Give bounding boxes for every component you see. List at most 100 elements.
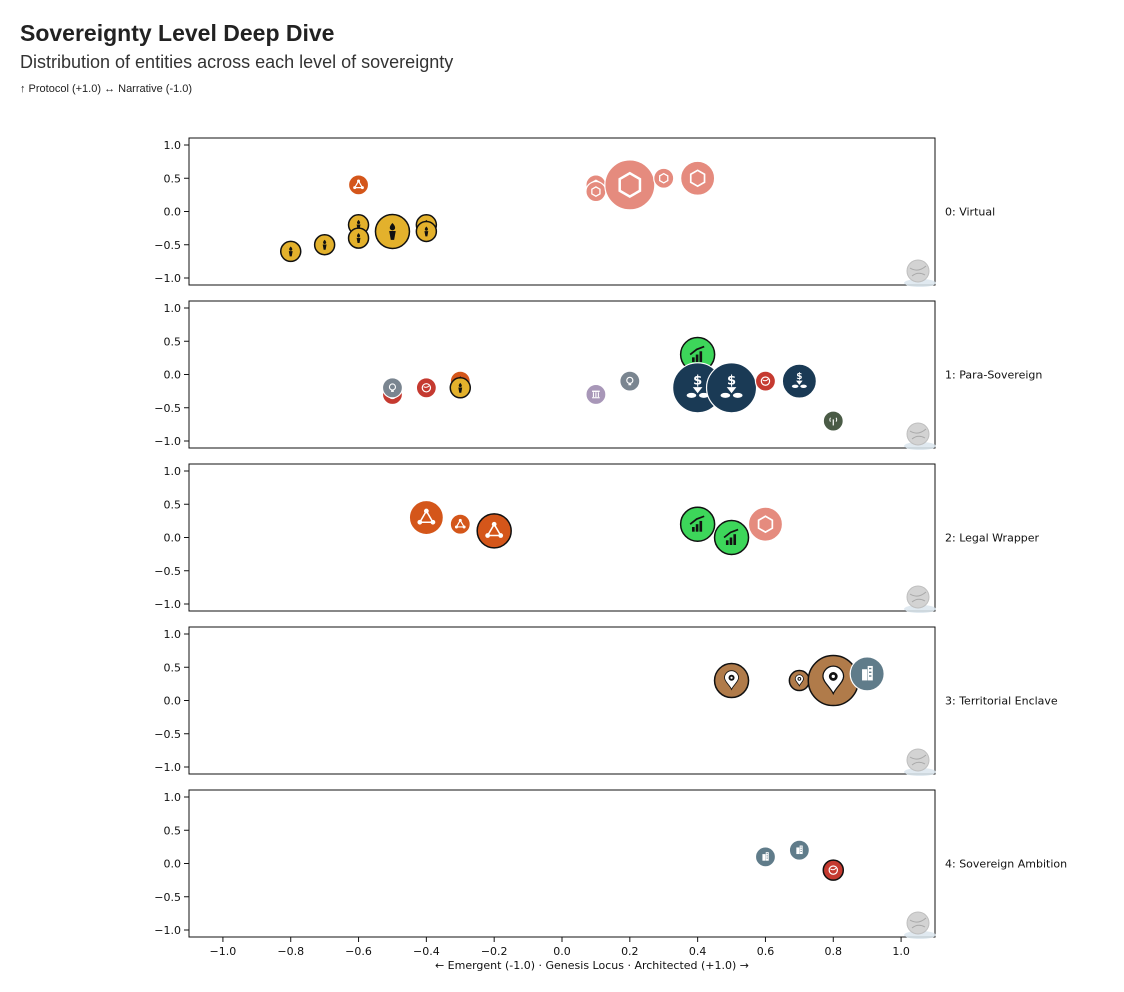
chart-subtitle: Distribution of entities across each lev…: [20, 52, 454, 72]
data-point[interactable]: [849, 656, 885, 692]
location-gear-icon: [822, 665, 845, 696]
data-point[interactable]: [415, 377, 437, 399]
y-tick-label: 1.0: [164, 465, 182, 478]
globe-icon: [760, 376, 771, 386]
lightbulb-icon: [626, 376, 634, 386]
building-icon: [762, 852, 769, 861]
y-tick-label: 1.0: [164, 139, 182, 152]
facet-frame: [188, 789, 936, 938]
data-point[interactable]: [807, 654, 860, 707]
data-point[interactable]: [476, 513, 512, 549]
data-point[interactable]: [619, 370, 641, 392]
data-point[interactable]: [747, 506, 784, 542]
data-point[interactable]: [374, 213, 411, 250]
data-point[interactable]: [347, 174, 370, 196]
torch-icon: [424, 226, 429, 237]
network-icon: [454, 518, 466, 529]
x-tick-label: −0.2: [481, 945, 508, 958]
data-point[interactable]: [449, 513, 471, 535]
svg-text:$: $: [693, 373, 702, 388]
data-point-marker[interactable]: [381, 377, 404, 399]
data-point[interactable]: $: [705, 362, 758, 414]
data-point[interactable]: [680, 160, 716, 196]
data-point[interactable]: [713, 662, 750, 699]
data-point[interactable]: [822, 859, 845, 881]
x-tick-label: 0.8: [825, 945, 843, 958]
facet-label: 1: Para-Sovereign: [945, 369, 1042, 382]
location-gear-icon: [724, 670, 739, 691]
money-plant-icon: $: [791, 372, 807, 388]
y-tick-label: 0.5: [164, 172, 182, 185]
growth-chart-icon: [689, 345, 705, 363]
antenna-icon: [829, 417, 838, 426]
y-tick-label: −0.5: [154, 402, 181, 415]
y-tick-label: 0.5: [164, 824, 182, 837]
data-point-marker[interactable]: [476, 513, 512, 549]
data-point[interactable]: [754, 846, 777, 868]
data-point[interactable]: [347, 227, 370, 249]
torch-icon: [322, 239, 327, 250]
network-icon: [485, 521, 504, 538]
data-point-marker[interactable]: [585, 180, 607, 203]
facet-label: 2: Legal Wrapper: [945, 532, 1040, 545]
y-tick-label: −1.0: [154, 761, 181, 774]
data-point-marker[interactable]: [619, 370, 641, 392]
y-tick-label: 1.0: [164, 791, 182, 804]
data-point[interactable]: [585, 180, 607, 203]
torch-icon: [356, 233, 361, 244]
x-tick-label: 0.0: [553, 945, 571, 958]
data-point-marker[interactable]: [449, 513, 471, 535]
torch-icon: [389, 223, 396, 240]
y-tick-label: 1.0: [164, 628, 182, 641]
data-point[interactable]: [679, 506, 716, 542]
x-tick-label: 0.4: [689, 945, 707, 958]
hexagon-icon: [757, 515, 774, 534]
network-icon: [417, 508, 436, 525]
data-point[interactable]: [822, 410, 844, 432]
data-point[interactable]: [408, 499, 444, 536]
y-tick-label: −0.5: [154, 728, 181, 741]
y-tick-label: 0.0: [164, 369, 182, 382]
x-tick-label: −0.8: [277, 945, 304, 958]
building-icon: [862, 665, 873, 681]
x-axis: −1.0 −0.8 −0.6 −0.4 −0.2 0.0 0.2 0.4 0.6 0.8 1.0 ← …: [210, 937, 910, 972]
y-axis-note: ↑ Protocol (+1.0) ↔ Narrative (-1.0): [20, 83, 193, 95]
y-tick-label: −1.0: [154, 272, 181, 285]
data-point[interactable]: [449, 377, 472, 399]
data-point[interactable]: [754, 370, 777, 392]
data-point[interactable]: [381, 377, 404, 399]
y-tick-label: −1.0: [154, 435, 181, 448]
y-tick-label: 0.0: [164, 695, 182, 708]
facet-label: 4: Sovereign Ambition: [945, 858, 1067, 871]
data-point-marker[interactable]: [680, 160, 716, 196]
data-point[interactable]: [653, 167, 675, 189]
data-point[interactable]: [788, 839, 810, 861]
facet-frame: [188, 463, 936, 612]
data-point[interactable]: [415, 220, 438, 243]
data-point[interactable]: [313, 234, 336, 256]
y-tick-label: 0.5: [164, 498, 182, 511]
network-icon: [353, 179, 364, 190]
data-point[interactable]: [713, 519, 750, 556]
y-tick-label: 0.0: [164, 206, 182, 219]
data-point[interactable]: [279, 240, 302, 263]
data-point-marker[interactable]: [747, 506, 784, 542]
y-tick-label: 0.0: [164, 858, 182, 871]
data-point-marker[interactable]: [408, 499, 444, 536]
x-axis-label: ← Emergent (-1.0) · Genesis Locus · Arch…: [435, 959, 749, 972]
facet-frame: [188, 137, 936, 286]
data-point[interactable]: [604, 159, 656, 211]
data-point[interactable]: [788, 669, 811, 692]
data-point[interactable]: $: [781, 363, 817, 399]
data-point[interactable]: [679, 336, 716, 373]
svg-text:$: $: [727, 373, 736, 388]
x-tick-label: 1.0: [892, 945, 910, 958]
data-point[interactable]: [585, 383, 607, 406]
facet-panel: 1.0 0.5 0.0 −0.5 −1.0 0: Virtual: [154, 137, 995, 287]
data-point-marker[interactable]: [604, 159, 656, 211]
data-point-marker[interactable]: [653, 167, 675, 189]
chart-header: Sovereignty Level Deep Dive Distribution…: [20, 18, 453, 96]
data-point-marker[interactable]: [347, 174, 370, 196]
x-tick-label: 0.6: [757, 945, 775, 958]
